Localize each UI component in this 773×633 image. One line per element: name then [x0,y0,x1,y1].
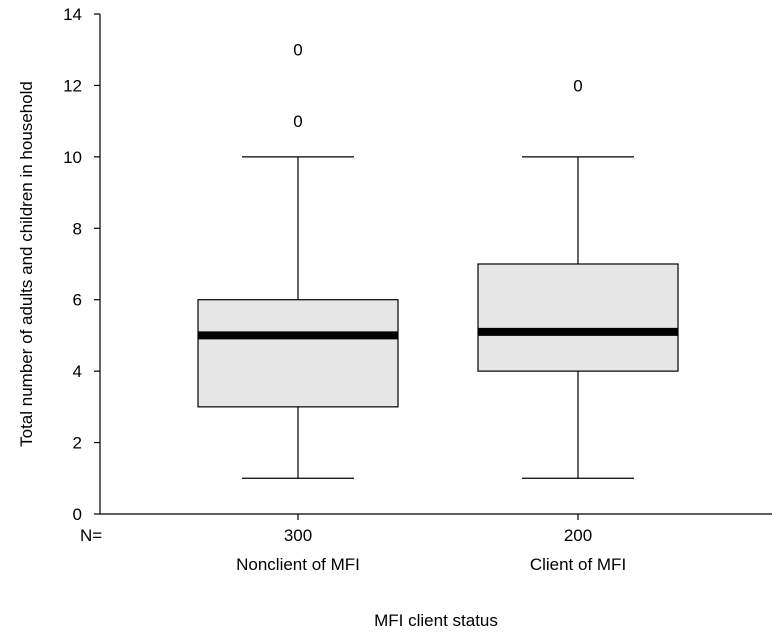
y-tick-label: 8 [73,219,82,238]
category-label: Client of MFI [530,555,626,574]
outlier-marker: 0 [293,112,302,131]
category-label: Nonclient of MFI [236,555,360,574]
n-value-label: 200 [564,526,592,545]
outlier-marker: 0 [293,41,302,60]
y-tick-label: 0 [73,505,82,524]
axes [99,14,772,515]
y-tick-label: 14 [63,5,82,24]
y-ticks: 0 2 4 6 8 10 12 14 [63,5,100,524]
y-axis-title: Total number of adults and children in h… [17,81,36,447]
box-group: 0 200 Client of MFI [477,76,679,574]
y-tick-label: 12 [63,76,82,95]
iqr-box [477,263,679,372]
box-group: 0 0 300 Nonclient of MFI [197,41,399,574]
y-tick-label: 4 [73,362,82,381]
y-tick-label: 6 [73,291,82,310]
n-value-label: 300 [284,526,312,545]
boxes: 0 0 300 Nonclient of MFI 0 200 Client of MFI [197,41,679,574]
n-label: N= [80,526,102,545]
y-tick-label: 10 [63,148,82,167]
y-tick-label: 2 [73,434,82,453]
outlier-marker: 0 [573,76,582,95]
iqr-box [197,299,399,408]
x-axis-title: MFI client status [374,611,498,630]
